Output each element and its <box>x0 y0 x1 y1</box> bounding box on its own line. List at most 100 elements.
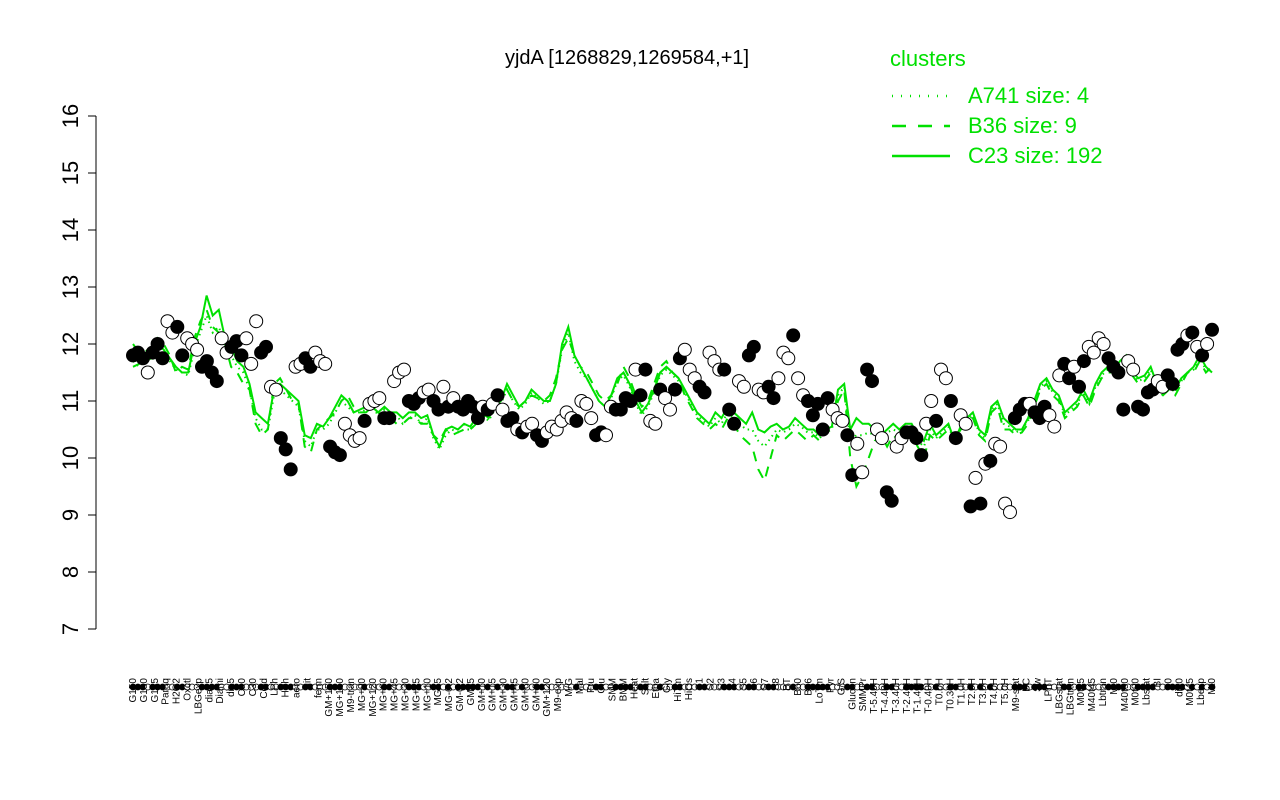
data-point <box>1200 337 1215 351</box>
x-tick-label: Fru <box>586 678 597 693</box>
data-point <box>214 331 229 346</box>
x-tick-label: M9-stat <box>1011 678 1022 712</box>
x-tick-label: dia15 <box>204 678 215 703</box>
data-point <box>155 351 170 366</box>
data-point <box>372 391 387 406</box>
chart-title: yjdA [1268829,1269584,+1] <box>505 47 749 69</box>
x-tick-label: T0.0H <box>935 678 946 705</box>
x-tick-label: M0t90 <box>1131 678 1142 706</box>
data-point <box>259 339 273 354</box>
x-tick-label: M/G <box>564 678 575 697</box>
x-tick-label: T-3.40H <box>891 678 902 714</box>
data-point <box>397 362 411 377</box>
y-tick-label: 11 <box>58 390 83 413</box>
y-axis: 7 8 9 10 11 12 13 14 15 16 <box>58 104 97 635</box>
x-tick-label: Lbstat <box>1142 678 1153 705</box>
data-point <box>993 439 1008 454</box>
x-tick-label: dia0 <box>1174 678 1185 697</box>
data-point <box>658 391 673 406</box>
data-point <box>983 453 998 468</box>
y-tick-label: 16 <box>58 104 83 128</box>
x-tick-label: GM+60 <box>520 678 531 712</box>
data-point <box>190 342 205 357</box>
data-point <box>746 339 761 354</box>
data-point <box>1136 402 1150 417</box>
data-point <box>948 431 963 446</box>
y-tick-label: 14 <box>58 218 83 242</box>
data-point <box>929 413 944 428</box>
x-tick-label: aero <box>291 678 302 698</box>
data-point <box>1047 419 1062 434</box>
x-tick-label: H2O2 <box>172 678 183 705</box>
x-tick-label: S8 <box>771 678 782 691</box>
data-point <box>958 416 973 431</box>
x-tick-label: BT <box>782 678 793 691</box>
x-tick-label: Gly <box>662 678 673 693</box>
data-point <box>855 465 870 480</box>
data-point <box>1126 362 1141 377</box>
data-point <box>1111 365 1126 380</box>
data-point <box>209 374 224 389</box>
x-tick-label: Lbexp <box>1196 678 1207 706</box>
data-point <box>924 394 939 408</box>
x-tick-label: nit <box>302 678 313 689</box>
x-tick-label: LPhT <box>1044 678 1055 702</box>
y-tick-label: 15 <box>58 161 83 185</box>
y-tick-label: 13 <box>58 275 83 299</box>
x-tick-label: T-2.40H <box>902 678 913 714</box>
data-point <box>850 436 865 451</box>
data-point <box>909 431 924 446</box>
x-tick-label: SMMPr <box>858 677 869 711</box>
x-tick-label: HiOs <box>684 678 695 700</box>
x-tick-label: T4.0H <box>989 678 1000 705</box>
x-tick-label: Cold <box>259 678 270 699</box>
x-tick-label: T-0.40H <box>924 678 935 714</box>
x-tick-label: S0 <box>1163 678 1174 691</box>
y-tick-label: 10 <box>58 446 83 470</box>
x-tick-label: LoTm <box>815 678 826 704</box>
x-tick-label: GM+120 <box>542 678 553 717</box>
y-tick-label: 9 <box>58 509 83 521</box>
data-point <box>914 448 929 463</box>
x-tick-label: dia5 <box>226 678 237 697</box>
data-point <box>1072 379 1086 394</box>
data-point <box>244 356 259 371</box>
data-point <box>1096 337 1111 351</box>
x-tick-label: G/S <box>836 678 847 696</box>
data-point <box>569 413 584 428</box>
data-point <box>1205 322 1219 337</box>
x-tick-label: C30 <box>248 678 259 697</box>
x-tick-label: BMM <box>618 678 629 701</box>
data-point <box>697 385 712 400</box>
data-point <box>584 411 599 426</box>
data-point <box>268 382 283 397</box>
x-tick-label: LBGexp <box>193 678 204 715</box>
sample-rug <box>129 683 1216 691</box>
data-point <box>840 428 855 443</box>
x-tick-label: S4 <box>727 678 738 691</box>
x-tick-label: MG+5 <box>433 678 444 706</box>
x-tick-label: M40t90 <box>1120 678 1131 712</box>
data-point <box>1003 505 1017 520</box>
data-point <box>860 362 875 377</box>
x-tick-label: S3 <box>717 678 728 691</box>
data-point <box>239 331 254 346</box>
data-point <box>938 371 953 386</box>
data-point <box>727 416 742 431</box>
x-tick-label: Sw <box>1033 677 1044 692</box>
x-tick-label: S7 <box>760 678 771 691</box>
data-point <box>717 362 732 377</box>
x-tick-label: LBGtran <box>1065 678 1076 715</box>
x-tick-label: GM+150 <box>324 678 335 717</box>
legend-title: clusters <box>890 46 966 71</box>
data-point <box>722 402 737 417</box>
data-point <box>1086 345 1101 360</box>
x-tick-label: ferm <box>313 678 324 698</box>
data-point <box>771 371 786 386</box>
x-tick-label: T-4.40H <box>880 678 891 714</box>
x-tick-label: Paraq <box>161 678 172 705</box>
legend: clusters A741 size: 4 B36 size: 9 C23 si… <box>890 46 1103 168</box>
x-tick-label: G180 <box>139 678 150 703</box>
x-tick-label: M9-tran <box>346 678 357 712</box>
data-point <box>973 496 988 511</box>
